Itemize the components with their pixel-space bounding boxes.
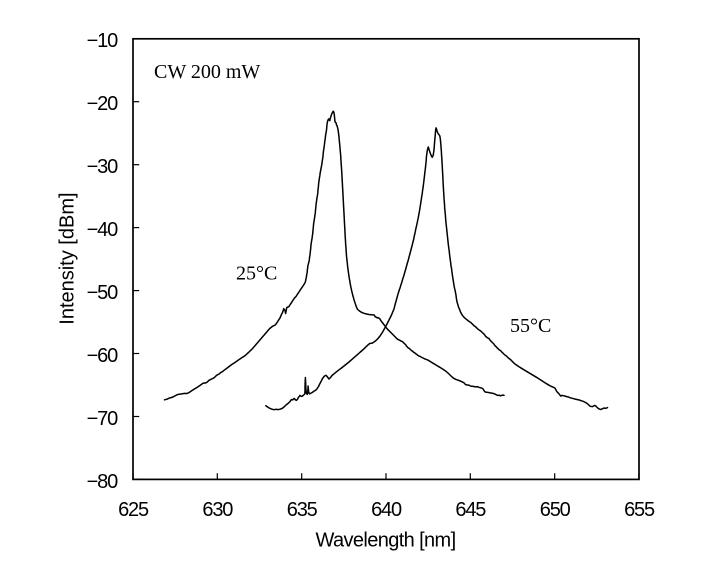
svg-text:−60: −60 [87, 345, 118, 367]
svg-text:−70: −70 [87, 408, 118, 430]
svg-text:625: 625 [118, 499, 149, 521]
svg-text:CW 200 mW: CW 200 mW [154, 61, 260, 83]
svg-text:−20: −20 [87, 93, 118, 115]
svg-text:635: 635 [287, 499, 318, 521]
svg-text:−80: −80 [87, 471, 118, 493]
svg-text:630: 630 [202, 499, 233, 521]
svg-text:640: 640 [371, 499, 402, 521]
svg-text:650: 650 [540, 499, 571, 521]
svg-text:Intensity [dBm]: Intensity [dBm] [57, 192, 79, 324]
svg-text:Wavelength [nm]: Wavelength [nm] [315, 530, 455, 552]
svg-text:645: 645 [455, 499, 486, 521]
svg-text:55°C: 55°C [510, 315, 551, 337]
svg-text:−30: −30 [87, 156, 118, 178]
svg-text:25°C: 25°C [236, 263, 277, 285]
svg-text:−50: −50 [87, 282, 118, 304]
svg-text:−10: −10 [87, 30, 118, 52]
svg-text:655: 655 [624, 499, 655, 521]
svg-text:−40: −40 [87, 219, 118, 241]
